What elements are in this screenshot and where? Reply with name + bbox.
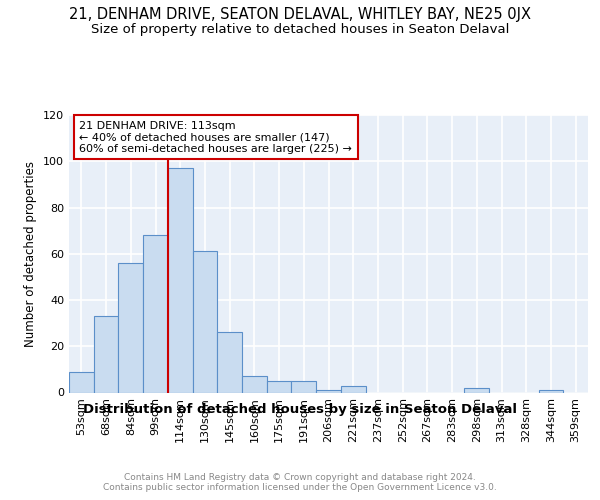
Bar (267, 381, 292, 392)
Bar (193, 252, 217, 392)
Text: 21, DENHAM DRIVE, SEATON DELAVAL, WHITLEY BAY, NE25 0JX: 21, DENHAM DRIVE, SEATON DELAVAL, WHITLE… (69, 8, 531, 22)
Y-axis label: Number of detached properties: Number of detached properties (25, 161, 37, 347)
Bar (168, 168, 193, 392)
Bar (143, 236, 168, 392)
Text: Size of property relative to detached houses in Seaton Delaval: Size of property relative to detached ho… (91, 22, 509, 36)
Bar (341, 386, 365, 392)
Bar (242, 376, 267, 392)
Bar (539, 390, 563, 392)
Bar (217, 332, 242, 392)
Bar (316, 390, 341, 392)
Text: 21 DENHAM DRIVE: 113sqm
← 40% of detached houses are smaller (147)
60% of semi-d: 21 DENHAM DRIVE: 113sqm ← 40% of detache… (79, 120, 352, 154)
Bar (94, 316, 118, 392)
Bar (292, 381, 316, 392)
Text: Distribution of detached houses by size in Seaton Delaval: Distribution of detached houses by size … (83, 402, 517, 415)
Bar (69, 372, 94, 392)
Bar (118, 263, 143, 392)
Text: Contains HM Land Registry data © Crown copyright and database right 2024.
Contai: Contains HM Land Registry data © Crown c… (103, 473, 497, 492)
Bar (464, 388, 489, 392)
